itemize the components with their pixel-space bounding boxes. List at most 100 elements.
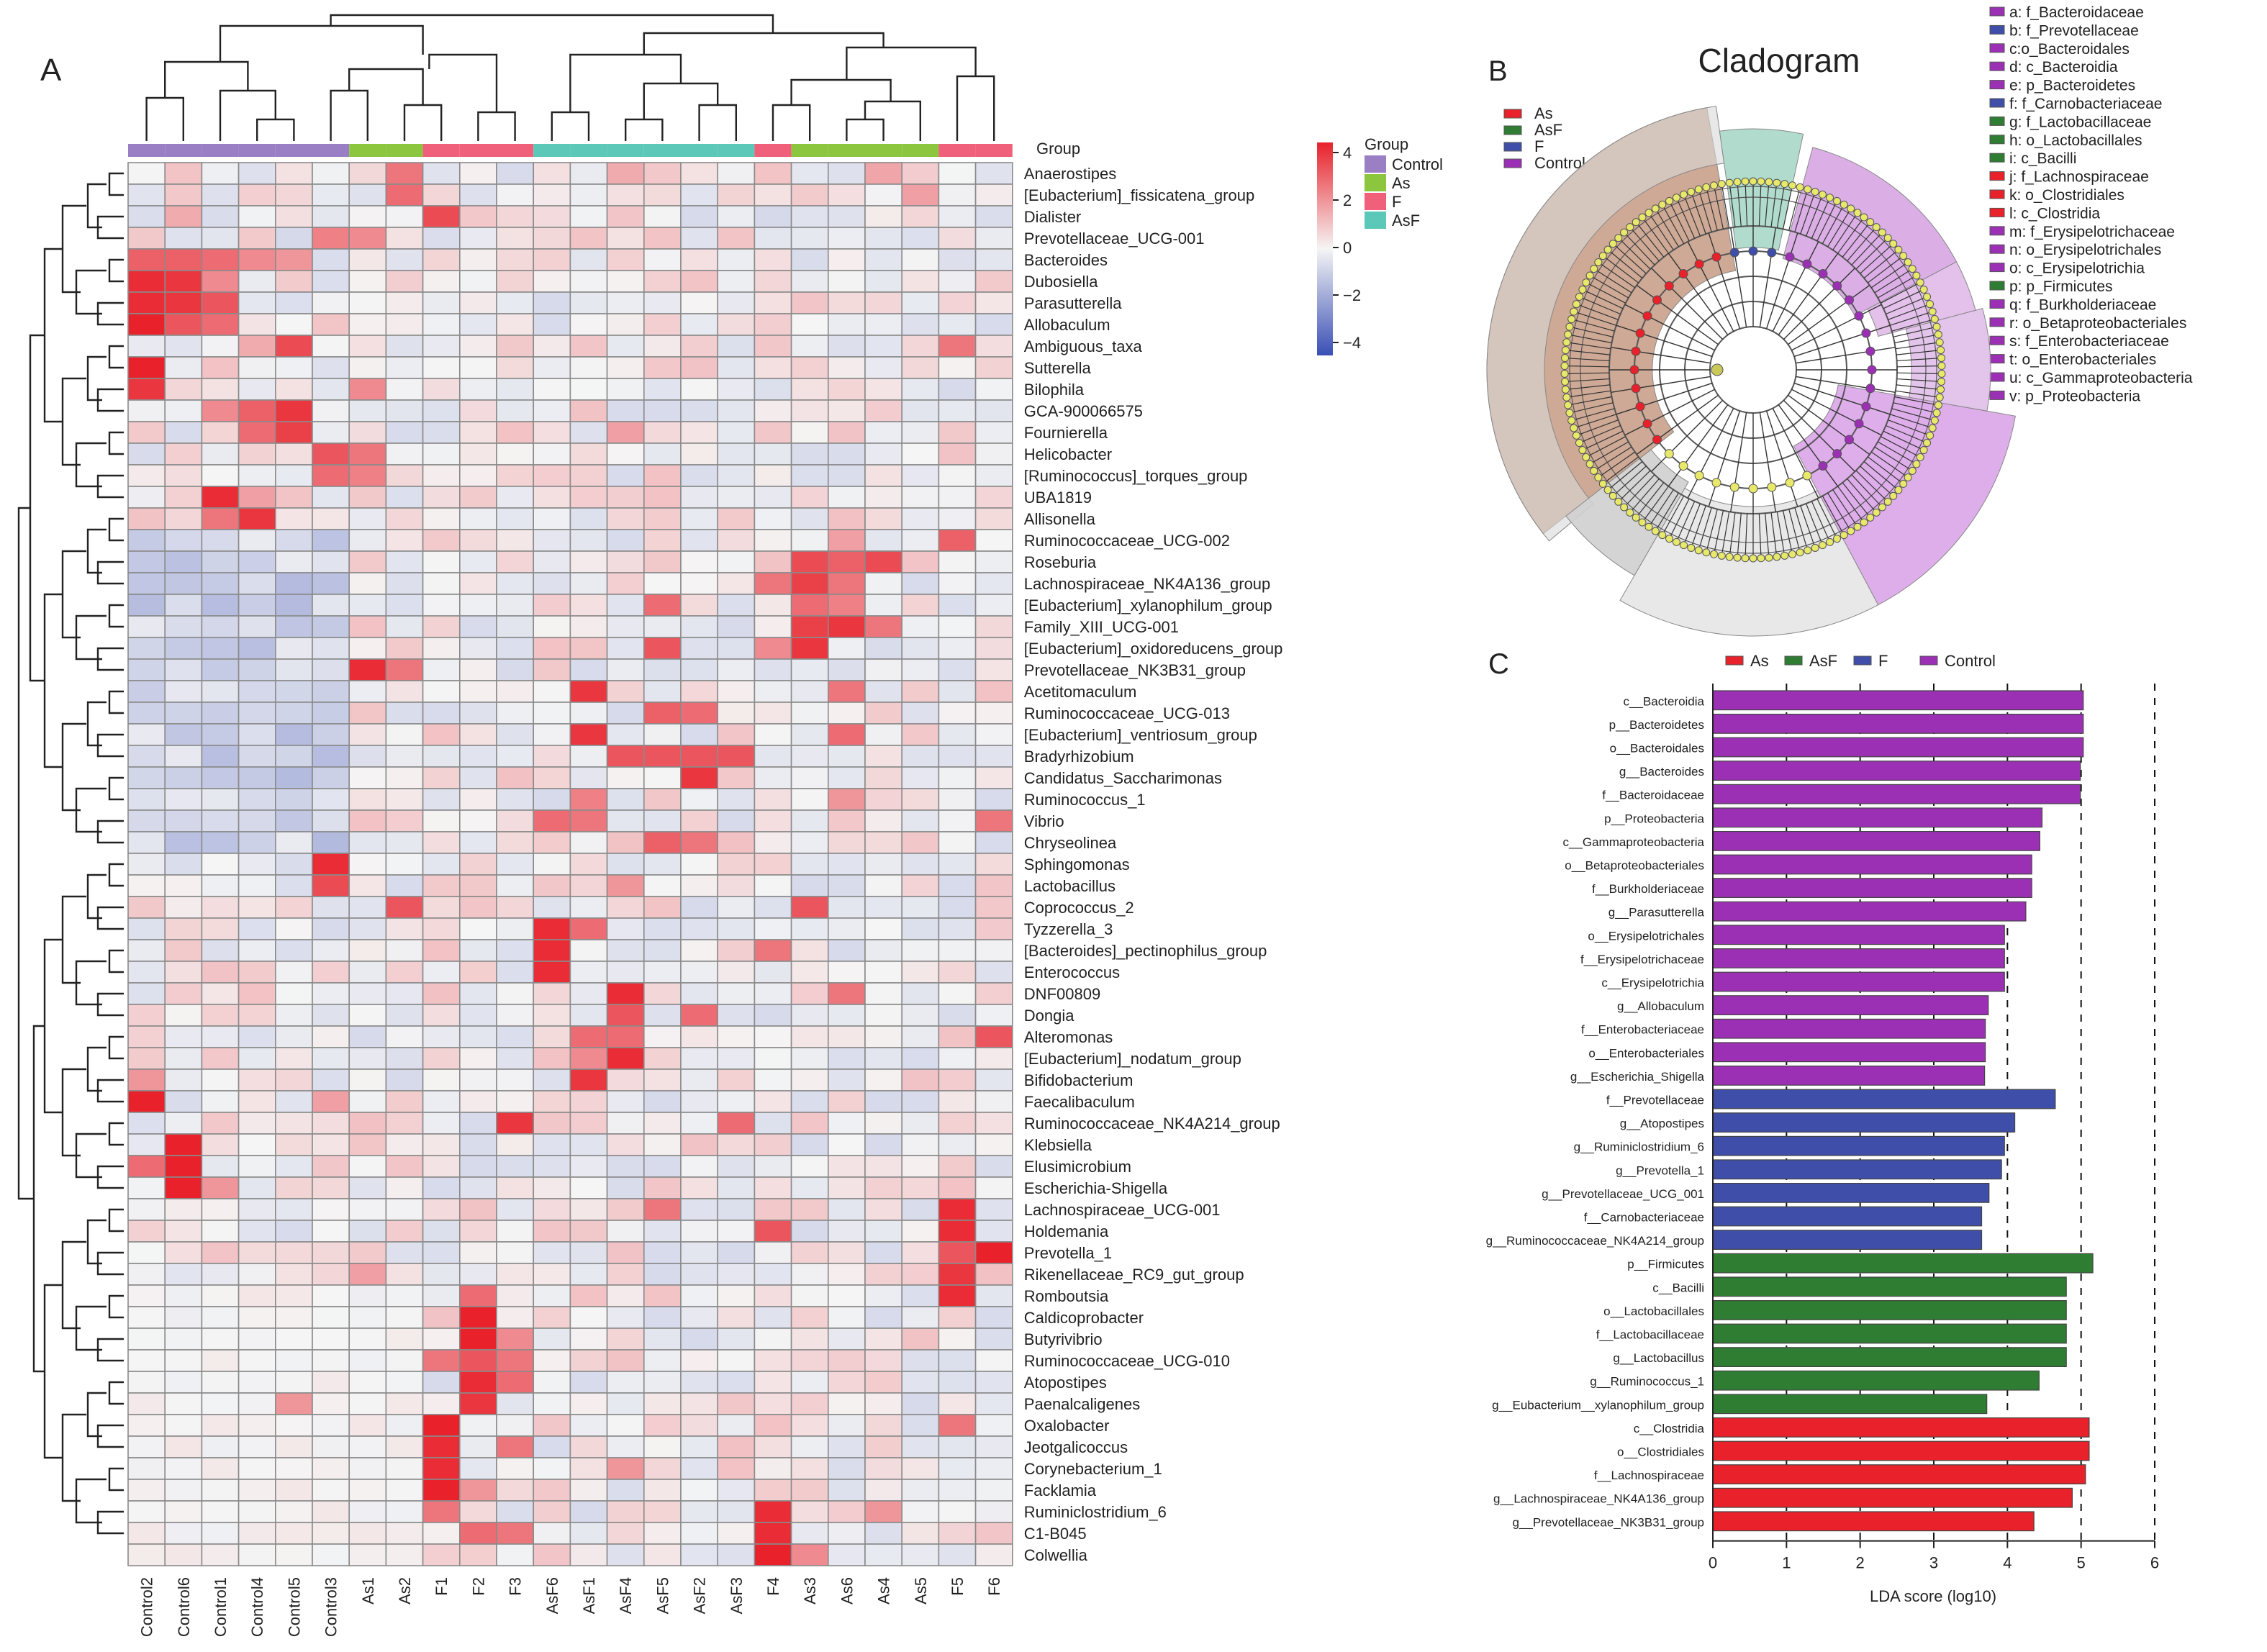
heatmap-cell: [533, 1284, 571, 1307]
taxa-key-swatch: [1989, 281, 2005, 291]
heatmap-cell: [496, 1328, 535, 1351]
cladogram-node: [1658, 531, 1667, 540]
heatmap-cell: [790, 1176, 829, 1199]
heatmap-cell: [201, 1047, 240, 1070]
heatmap-cell: [312, 680, 350, 703]
heatmap-cell: [569, 1068, 608, 1092]
lda-bar-label: o__Enterobacteriales: [1588, 1046, 1704, 1060]
cladogram-node: [1664, 281, 1674, 291]
dendrogram-branch: [698, 104, 737, 141]
heatmap-cell: [458, 658, 497, 681]
heatmap-cell: [864, 1479, 903, 1502]
heatmap-cell: [901, 1522, 940, 1545]
heatmap-cell: [901, 1328, 940, 1351]
heatmap-cell: [680, 1133, 719, 1156]
lda-bar-label: c__Erysipelotrichia: [1601, 976, 1704, 990]
heatmap-cell: [533, 335, 571, 358]
heatmap-cell: [348, 1068, 387, 1092]
heatmap-cell: [938, 1306, 977, 1329]
heatmap-cell: [938, 1133, 977, 1156]
heatmap-cell: [385, 1522, 424, 1545]
heatmap-cell: [864, 1155, 903, 1178]
heatmap-cell: [717, 162, 756, 185]
heatmap-cell: [385, 917, 424, 940]
heatmap-cell: [348, 291, 387, 314]
heatmap-cell: [127, 1241, 166, 1264]
heatmap-cell: [754, 399, 792, 422]
heatmap-cell: [643, 615, 682, 638]
cladogram-node: [1575, 439, 1583, 448]
heatmap-cell: [974, 874, 1013, 897]
cladogram-branch: [1770, 182, 1778, 227]
heatmap-cell: [348, 1479, 387, 1502]
heatmap-cell: [901, 1349, 940, 1372]
cladogram-node: [1741, 554, 1750, 563]
heatmap-cell: [237, 507, 276, 530]
heatmap-cell: [938, 572, 977, 595]
heatmap-cell: [901, 1025, 940, 1048]
heatmap-cell: [606, 917, 645, 940]
heatmap-cell: [164, 550, 203, 573]
heatmap-cell: [385, 1479, 424, 1502]
heatmap-cell: [201, 766, 240, 789]
heatmap-cell: [274, 421, 313, 444]
heatmap-cell: [901, 917, 940, 940]
cladogram-node: [1832, 449, 1842, 459]
taxon-label: Lactobacillus: [1024, 877, 1116, 895]
heatmap-cell: [643, 162, 682, 185]
cladogram-branch: [1675, 197, 1696, 239]
heatmap-cell: [164, 961, 203, 984]
heatmap-cell: [274, 1522, 313, 1545]
heatmap-cell: [938, 594, 977, 617]
sample-label: F2: [469, 1577, 487, 1596]
cladogram-node: [1672, 194, 1680, 202]
heatmap-cell: [901, 1047, 940, 1070]
taxon-label: Alteromonas: [1024, 1028, 1113, 1046]
heatmap-cell: [274, 896, 313, 919]
heatmap-cell: [569, 939, 608, 962]
lda-bar: [1712, 1089, 2056, 1109]
heatmap-cell: [422, 205, 461, 228]
taxon-label: DNF00809: [1024, 985, 1100, 1003]
cladogram-node: [1629, 365, 1639, 375]
heatmap-cell: [828, 1068, 866, 1092]
heatmap-cell: [496, 1500, 535, 1523]
cladogram-branch: [1593, 446, 1632, 471]
heatmap-cell: [864, 356, 903, 379]
heatmap-cell: [901, 1133, 940, 1156]
heatmap-cell: [201, 594, 240, 617]
cladogram-node: [1598, 252, 1607, 260]
heatmap-cell: [569, 745, 608, 768]
heatmap-cell: [938, 723, 977, 746]
heatmap-cell: [569, 594, 608, 617]
scale-tick-label: −2: [1343, 286, 1361, 304]
heatmap-cell: [643, 1112, 682, 1135]
cladogram-legend-swatch: [1503, 109, 1522, 119]
heatmap-cell: [533, 1457, 571, 1480]
heatmap-cell: [901, 853, 940, 876]
cladogram-branch: [1668, 253, 1729, 335]
heatmap-cell: [348, 1198, 387, 1221]
lda-bar: [1712, 1206, 1983, 1227]
heatmap-cell: [864, 1328, 903, 1351]
heatmap-cell: [127, 507, 166, 530]
heatmap-cell: [385, 658, 424, 681]
heatmap-cell: [680, 637, 719, 660]
heatmap-cell: [237, 529, 276, 552]
heatmap-cell: [974, 615, 1013, 638]
heatmap-cell: [606, 831, 645, 854]
heatmap-cell: [348, 658, 387, 681]
heatmap-cell: [274, 939, 313, 962]
group-bar-cell: [275, 144, 312, 157]
heatmap-cell: [974, 1522, 1013, 1545]
heatmap-cell: [237, 961, 276, 984]
heatmap-cell: [422, 421, 461, 444]
group-bar-cell: [718, 144, 755, 157]
dendrogram-branch: [864, 100, 921, 141]
heatmap-cell: [458, 335, 497, 358]
cladogram-branch: [1894, 396, 1939, 406]
taxon-label: Jeotgalicoccus: [1024, 1438, 1128, 1456]
heatmap-cell: [237, 550, 276, 573]
heatmap-cell: [458, 550, 497, 573]
heatmap-cell: [974, 745, 1013, 768]
